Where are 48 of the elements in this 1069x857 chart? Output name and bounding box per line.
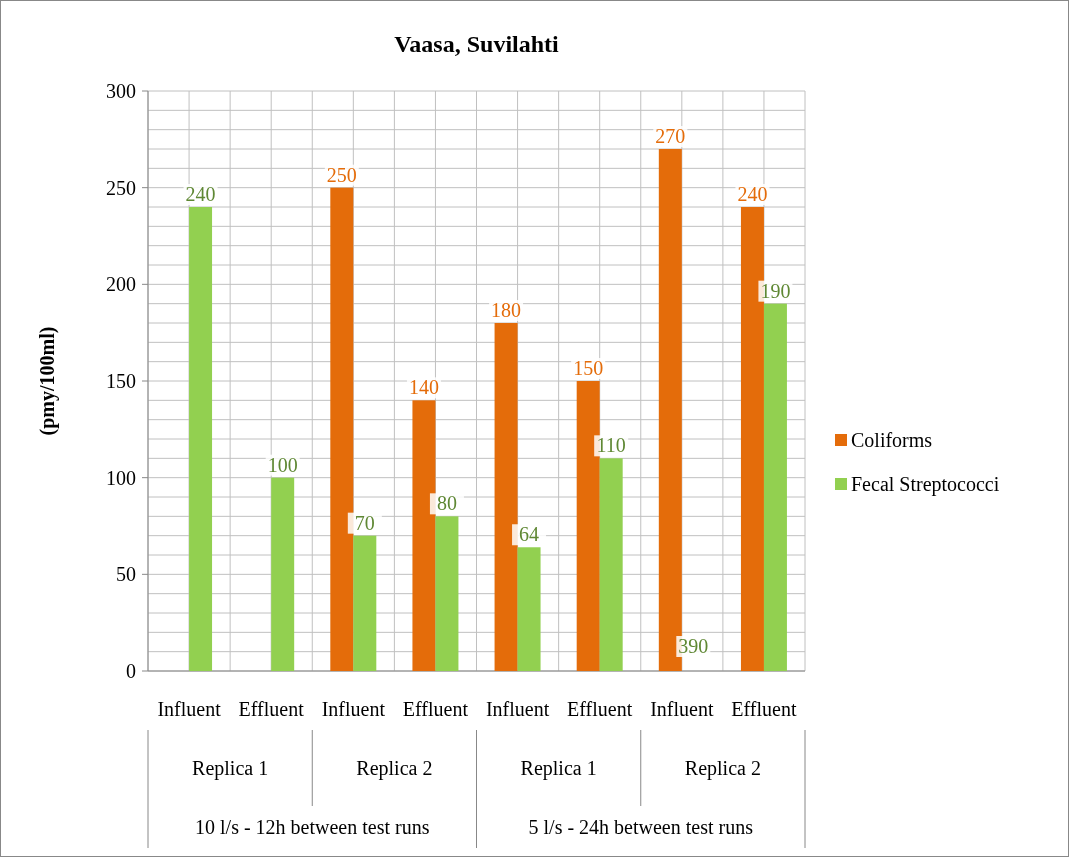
x-tick-label: Influent bbox=[157, 698, 222, 720]
y-tick-label: 100 bbox=[106, 466, 136, 489]
data-label: 270 bbox=[655, 125, 686, 147]
text: 10 l/s - 12h between test runs bbox=[195, 816, 430, 838]
data-label: 100 bbox=[267, 453, 298, 476]
y-tick-label: 250 bbox=[106, 176, 136, 199]
data-label: 150 bbox=[573, 357, 604, 379]
data-label: 140 bbox=[408, 376, 439, 399]
y-axis-title: (pmy/100ml) bbox=[36, 326, 59, 436]
text: 390 bbox=[678, 635, 709, 657]
bar bbox=[763, 303, 787, 671]
x-tick-label: Effluent bbox=[731, 698, 797, 720]
text: Replica 1 bbox=[192, 757, 269, 780]
y-tick-label: 50 bbox=[116, 563, 136, 586]
bar bbox=[271, 477, 295, 671]
bar bbox=[576, 381, 600, 671]
text: Replica 1 bbox=[520, 757, 597, 780]
data-label: 110 bbox=[596, 434, 626, 457]
y-tick-label: 200 bbox=[106, 273, 136, 296]
bar bbox=[189, 207, 213, 671]
text: Replica 2 bbox=[684, 757, 761, 780]
y-tick-label: 300 bbox=[106, 80, 136, 102]
bar bbox=[494, 323, 518, 671]
data-label: 64 bbox=[519, 523, 540, 546]
bar bbox=[599, 458, 623, 671]
x-tick-label: Effluent bbox=[402, 698, 469, 720]
data-label: 180 bbox=[491, 299, 522, 321]
data-label: 70 bbox=[354, 511, 375, 534]
data-label: 80 bbox=[436, 492, 457, 515]
data-label: 190 bbox=[760, 279, 791, 302]
y-tick-label: 0 bbox=[126, 660, 136, 682]
legend-label: Fecal Streptococci bbox=[851, 473, 1000, 496]
data-label: 240 bbox=[185, 183, 216, 205]
text: 5 l/s - 24h between test runs bbox=[528, 816, 754, 838]
data-label: 250 bbox=[326, 163, 357, 186]
x-tick-label: Influent bbox=[321, 698, 386, 720]
bar bbox=[740, 207, 764, 671]
x-tick-label: Influent bbox=[485, 698, 550, 720]
chart-title: Vaasa, Suvilahti bbox=[394, 31, 560, 57]
y-tick-label: 150 bbox=[106, 370, 136, 392]
data-label: 240 bbox=[737, 183, 768, 205]
x-tick-label: Effluent bbox=[567, 698, 633, 720]
x-tick-label: Influent bbox=[650, 698, 714, 720]
bar bbox=[412, 400, 436, 671]
legend-label: Coliforms bbox=[851, 429, 933, 451]
bar bbox=[330, 187, 354, 671]
x-tick-label: Effluent bbox=[238, 698, 305, 720]
text: Replica 2 bbox=[356, 757, 433, 780]
